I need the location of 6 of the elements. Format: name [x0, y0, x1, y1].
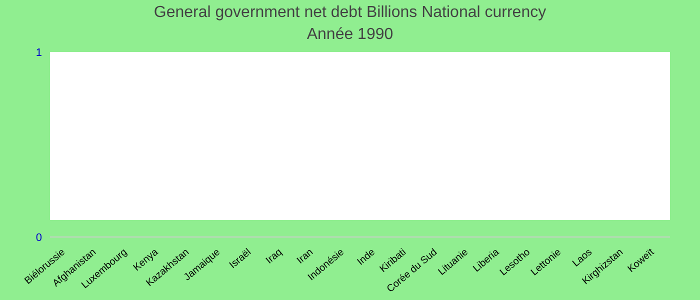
chart-title: General government net debt Billions National currency [152, 4, 548, 22]
x-tick-label: Inde [355, 246, 378, 268]
chart-subtitle: Année 1990 [306, 26, 394, 44]
y-tick-label: 0 [36, 232, 42, 244]
y-tick-label: 1 [36, 46, 42, 59]
x-tick-label: Iraq [264, 246, 284, 266]
